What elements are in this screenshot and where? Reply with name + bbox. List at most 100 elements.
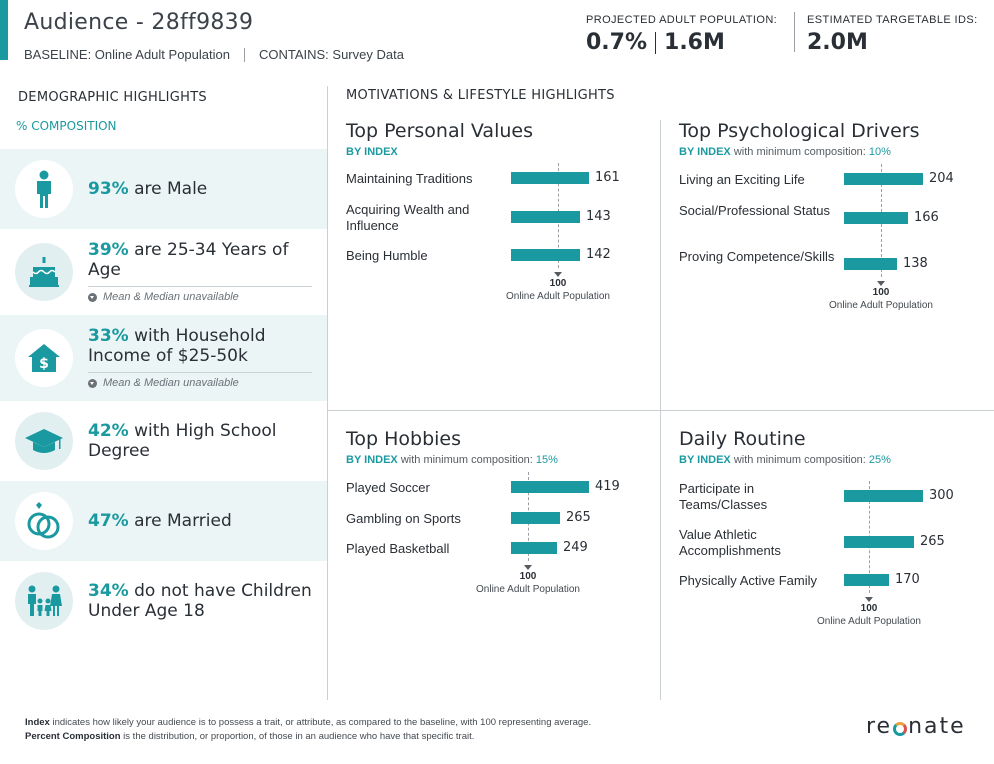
bar-value: 265 — [566, 510, 591, 525]
index-term: Index — [25, 717, 50, 728]
row-label: Social/Professional Status — [679, 203, 831, 218]
demographic-heading: DEMOGRAPHIC HIGHLIGHTS — [18, 90, 207, 105]
demo-row-education: 42% with High School Degree — [0, 401, 327, 481]
bar-value: 300 — [929, 488, 954, 503]
reference-value: 100 — [872, 287, 890, 298]
percent-composition-term: Percent Composition — [25, 731, 121, 742]
row-label: Acquiring Wealth and Influence — [346, 202, 470, 233]
index-bar — [844, 536, 914, 548]
bar-value: 138 — [903, 256, 928, 271]
index-bar — [511, 512, 560, 524]
index-bar — [511, 249, 580, 261]
index-bar — [844, 173, 923, 185]
demo-label: with High School Degree — [88, 421, 277, 461]
demo-label: are Male — [128, 179, 208, 199]
motivations-heading: MOTIVATIONS & LIFESTYLE HIGHLIGHTS — [346, 88, 615, 103]
row-label: Being Humble — [346, 248, 428, 263]
bar-value: 143 — [586, 209, 611, 224]
reference-marker-icon — [554, 272, 562, 277]
targetable-ids-metric: ESTIMATED TARGETABLE IDS: 2.0M — [807, 14, 978, 55]
demo-label: do not have Children Under Age 18 — [88, 581, 312, 621]
reference-marker-icon — [524, 565, 532, 570]
row-label: Participate in Teams/Classes — [679, 481, 768, 512]
index-bar — [844, 212, 908, 224]
demo-label: are 25-34 Years of Age — [88, 240, 289, 280]
metric-divider — [655, 31, 657, 54]
row-label: Maintaining Traditions — [346, 171, 473, 186]
bar-value: 166 — [914, 210, 939, 225]
panel-title: Top Personal Values — [346, 120, 533, 142]
panel-title: Daily Routine — [679, 428, 806, 450]
reference-label: Online Adult Population — [476, 584, 580, 595]
composition-subheading: % COMPOSITION — [16, 119, 117, 133]
demo-row-marital: 47% are Married — [0, 481, 327, 561]
bar-value: 161 — [595, 170, 620, 185]
row-label: Gambling on Sports — [346, 511, 461, 526]
demo-row-children: 34% do not have Children Under Age 18 — [0, 561, 327, 641]
reference-marker-icon — [865, 597, 873, 602]
panel-daily-routine: Daily Routine BY INDEX with minimum comp… — [679, 428, 891, 466]
targetable-ids-value: 2.0M — [807, 30, 868, 55]
targetable-ids-label: ESTIMATED TARGETABLE IDS: — [807, 14, 978, 26]
panel-title: Top Hobbies — [346, 428, 462, 450]
bar-value: 204 — [929, 171, 954, 186]
index-bar — [844, 258, 897, 270]
demo-pct: 93% — [88, 179, 129, 199]
reference-label: Online Adult Population — [506, 291, 610, 302]
index-bar — [511, 172, 589, 184]
bar-value: 419 — [595, 479, 620, 494]
demo-pct: 33% — [88, 326, 129, 346]
index-bar — [511, 542, 557, 554]
reference-marker-icon — [877, 281, 885, 286]
male-person-icon — [15, 160, 73, 218]
reference-label: Online Adult Population — [817, 616, 921, 627]
row-label: Proving Competence/Skills — [679, 249, 835, 264]
percent-composition-definition: is the distribution, or proportion, of t… — [120, 731, 475, 742]
row-label: Physically Active Family — [679, 573, 817, 588]
logo-o-icon — [893, 721, 908, 736]
bar-value: 265 — [920, 534, 945, 549]
demo-row-age: 39% are 25-34 Years of Age Mean & Median… — [0, 229, 327, 315]
graduation-cap-icon — [15, 412, 73, 470]
resonate-logo: re nate — [866, 714, 966, 739]
contains-label: CONTAINS: Survey Data — [258, 47, 404, 62]
row-label: Played Basketball — [346, 541, 450, 556]
column-divider — [327, 86, 328, 700]
panel-psychological-drivers: Top Psychological Drivers BY INDEX with … — [679, 120, 920, 158]
header-divider — [794, 12, 795, 52]
reference-label: Online Adult Population — [829, 300, 933, 311]
header-accent-bar — [0, 0, 8, 60]
bar-value: 170 — [895, 572, 920, 587]
projected-population-label: PROJECTED ADULT POPULATION: — [586, 14, 778, 26]
reference-value: 100 — [860, 603, 878, 614]
demo-label: with Household Income of $25-50k — [88, 326, 266, 366]
info-icon — [88, 292, 97, 302]
panel-subtitle: BY INDEX with minimum composition: 25% — [679, 454, 891, 466]
family-icon — [15, 572, 73, 630]
house-dollar-icon: $ — [15, 329, 73, 387]
svg-text:$: $ — [39, 356, 49, 372]
projected-count: 1.6M — [664, 30, 725, 55]
demo-note: Mean & Median unavailable — [88, 286, 312, 303]
projected-pct: 0.7% — [586, 30, 648, 55]
birthday-cake-icon — [15, 243, 73, 301]
demo-row-income: $ 33% with Household Income of $25-50k M… — [0, 315, 327, 401]
baseline-label: BASELINE: Online Adult Population — [24, 47, 230, 62]
panel-subtitle: BY INDEX with minimum composition: 15% — [346, 454, 558, 466]
demo-note: Mean & Median unavailable — [88, 372, 312, 389]
row-label: Value Athletic Accomplishments — [679, 527, 781, 558]
subtitle-divider — [243, 47, 245, 62]
demo-pct: 39% — [88, 240, 129, 260]
index-bar — [511, 211, 580, 223]
audience-title: Audience - 28ff9839 — [24, 10, 254, 35]
demo-pct: 34% — [88, 581, 129, 601]
demo-pct: 42% — [88, 421, 129, 441]
wedding-rings-icon — [15, 492, 73, 550]
index-bar — [844, 490, 923, 502]
row-label: Living an Exciting Life — [679, 172, 805, 187]
index-definition: indicates how likely your audience is to… — [49, 717, 592, 728]
panel-divider-horizontal — [327, 410, 994, 411]
demo-row-gender: 93% are Male — [0, 149, 327, 229]
footer-definitions: Index indicates how likely your audience… — [25, 716, 591, 744]
bar-value: 142 — [586, 247, 611, 262]
